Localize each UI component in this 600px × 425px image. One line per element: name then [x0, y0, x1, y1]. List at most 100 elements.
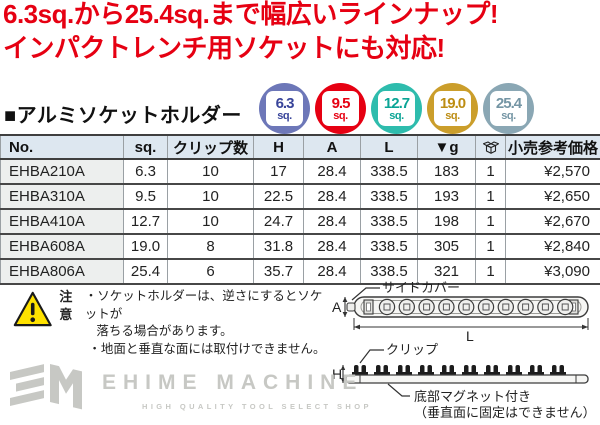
- magnet-note: （垂直面に固定はできません）: [414, 405, 596, 420]
- open-box-icon: [482, 140, 500, 156]
- cell-l: 338.5: [361, 159, 418, 184]
- cell-sq: 6.3: [124, 159, 168, 184]
- col-header-price: 小売参考価格: [506, 135, 600, 159]
- cell-sq: 9.5: [124, 184, 168, 209]
- cell-weight: 198: [418, 209, 476, 234]
- cell-h: 17: [254, 159, 304, 184]
- col-header-no: No.: [1, 135, 124, 159]
- cell-price: ¥2,840: [506, 234, 600, 259]
- badge-plate: 6.3 sq.: [266, 91, 303, 126]
- badge-unit: sq.: [389, 111, 403, 122]
- section-title: ■アルミソケットホルダー: [4, 99, 242, 128]
- cell-pack: 1: [476, 184, 506, 209]
- cell-h: 31.8: [254, 234, 304, 259]
- cell-h: 35.7: [254, 259, 304, 284]
- badge-unit: sq.: [501, 111, 515, 122]
- caution-line1: ・ソケットホルダーは、逆さにするとソケットが: [85, 288, 331, 323]
- spec-table: No. sq. クリップ数 H A L ▼g 小売参考価格: [0, 134, 600, 285]
- cell-price: ¥2,650: [506, 184, 600, 209]
- caution-label: 注意: [59, 288, 82, 323]
- table-row: EHBA608A 19.0 8 31.8 28.4 338.5 305 1 ¥2…: [1, 234, 600, 259]
- dim-l-label: L: [466, 328, 474, 342]
- em-logo-mark: [6, 358, 92, 420]
- cell-weight: 193: [418, 184, 476, 209]
- cell-price: ¥2,670: [506, 209, 600, 234]
- cell-l: 338.5: [361, 209, 418, 234]
- caution-line2: 落ちる場合があります。: [59, 323, 331, 341]
- cell-a: 28.4: [304, 184, 361, 209]
- holder-top-view-diagram: サイドカバー A L: [330, 280, 600, 342]
- cell-sq: 19.0: [124, 234, 168, 259]
- cell-pack: 1: [476, 209, 506, 234]
- cell-price: ¥2,570: [506, 159, 600, 184]
- cell-no: EHBA310A: [1, 184, 124, 209]
- cell-weight: 305: [418, 234, 476, 259]
- headline-line2: インパクトレンチ用ソケットにも対応!: [3, 31, 599, 65]
- badge-size: 6.3: [276, 96, 294, 111]
- cell-sq: 25.4: [124, 259, 168, 284]
- cell-clips: 10: [168, 209, 254, 234]
- cell-h: 24.7: [254, 209, 304, 234]
- badge-plate: 12.7 sq.: [378, 91, 415, 126]
- table-row: EHBA210A 6.3 10 17 28.4 338.5 183 1 ¥2,5…: [1, 159, 600, 184]
- cell-no: EHBA410A: [1, 209, 124, 234]
- cell-a: 28.4: [304, 209, 361, 234]
- headline-line1: 6.3sq.から25.4sq.まで幅広いラインナップ!: [3, 0, 599, 31]
- clip-label: クリップ: [386, 342, 438, 357]
- headline: 6.3sq.から25.4sq.まで幅広いラインナップ! インパクトレンチ用ソケッ…: [3, 0, 599, 65]
- badge-size: 12.7: [384, 96, 409, 111]
- caution-text: 注意 ・ソケットホルダーは、逆さにするとソケットが 落ちる場合があります。 ・地…: [59, 288, 331, 358]
- badge-12.7sq: 12.7 sq.: [371, 83, 422, 134]
- col-header-clips: クリップ数: [168, 135, 254, 159]
- table-header-row: No. sq. クリップ数 H A L ▼g 小売参考価格: [1, 135, 600, 159]
- cell-l: 338.5: [361, 184, 418, 209]
- shop-logo: EHIME MACHINE HIGH QUALITY TOOL SELECT S…: [6, 358, 336, 420]
- cell-l: 338.5: [361, 234, 418, 259]
- badge-size: 25.4: [496, 96, 521, 111]
- badge-unit: sq.: [445, 111, 459, 122]
- cell-clips: 6: [168, 259, 254, 284]
- dim-a-label: A: [332, 299, 342, 315]
- cell-pack: 1: [476, 234, 506, 259]
- drive-size-badges: 6.3 sq. 9.5 sq. 12.7 sq. 19.0 sq. 25.4 s…: [259, 83, 534, 134]
- col-header-h: H: [254, 135, 304, 159]
- cell-clips: 10: [168, 159, 254, 184]
- col-header-packing: [476, 135, 506, 159]
- logo-name: EHIME MACHINE: [102, 371, 363, 395]
- caution-block: 注意 ・ソケットホルダーは、逆さにするとソケットが 落ちる場合があります。 ・地…: [13, 288, 331, 358]
- cell-sq: 12.7: [124, 209, 168, 234]
- cell-no: EHBA608A: [1, 234, 124, 259]
- cell-weight: 183: [418, 159, 476, 184]
- magnet-label: 底部マグネット付き: [414, 389, 531, 404]
- badge-plate: 19.0 sq.: [434, 91, 471, 126]
- badge-plate: 9.5 sq.: [322, 91, 359, 126]
- warning-triangle-icon: [13, 288, 52, 330]
- cell-clips: 8: [168, 234, 254, 259]
- caution-line3: ・地面と垂直な面には取付けできません。: [59, 341, 331, 359]
- badge-19.0sq: 19.0 sq.: [427, 83, 478, 134]
- badge-size: 19.0: [440, 96, 465, 111]
- table-row: EHBA310A 9.5 10 22.5 28.4 338.5 193 1 ¥2…: [1, 184, 600, 209]
- logo-tagline: HIGH QUALITY TOOL SELECT SHOP: [142, 402, 372, 411]
- badge-6.3sq: 6.3 sq.: [259, 83, 310, 134]
- side-cover-label: サイドカバー: [382, 280, 460, 295]
- cell-h: 22.5: [254, 184, 304, 209]
- badge-plate: 25.4 sq.: [490, 91, 527, 126]
- clips: [352, 365, 566, 375]
- cell-no: EHBA210A: [1, 159, 124, 184]
- col-header-a: A: [304, 135, 361, 159]
- table-row: EHBA410A 12.7 10 24.7 28.4 338.5 198 1 ¥…: [1, 209, 600, 234]
- badge-9.5sq: 9.5 sq.: [315, 83, 366, 134]
- col-header-sq: sq.: [124, 135, 168, 159]
- col-header-l: L: [361, 135, 418, 159]
- badge-unit: sq.: [277, 111, 291, 122]
- badge-25.4sq: 25.4 sq.: [483, 83, 534, 134]
- cell-clips: 10: [168, 184, 254, 209]
- col-header-weight: ▼g: [418, 135, 476, 159]
- side-cover-left: [364, 300, 373, 314]
- badge-unit: sq.: [333, 111, 347, 122]
- cell-pack: 1: [476, 159, 506, 184]
- cell-a: 28.4: [304, 159, 361, 184]
- cell-no: EHBA806A: [1, 259, 124, 284]
- cell-a: 28.4: [304, 234, 361, 259]
